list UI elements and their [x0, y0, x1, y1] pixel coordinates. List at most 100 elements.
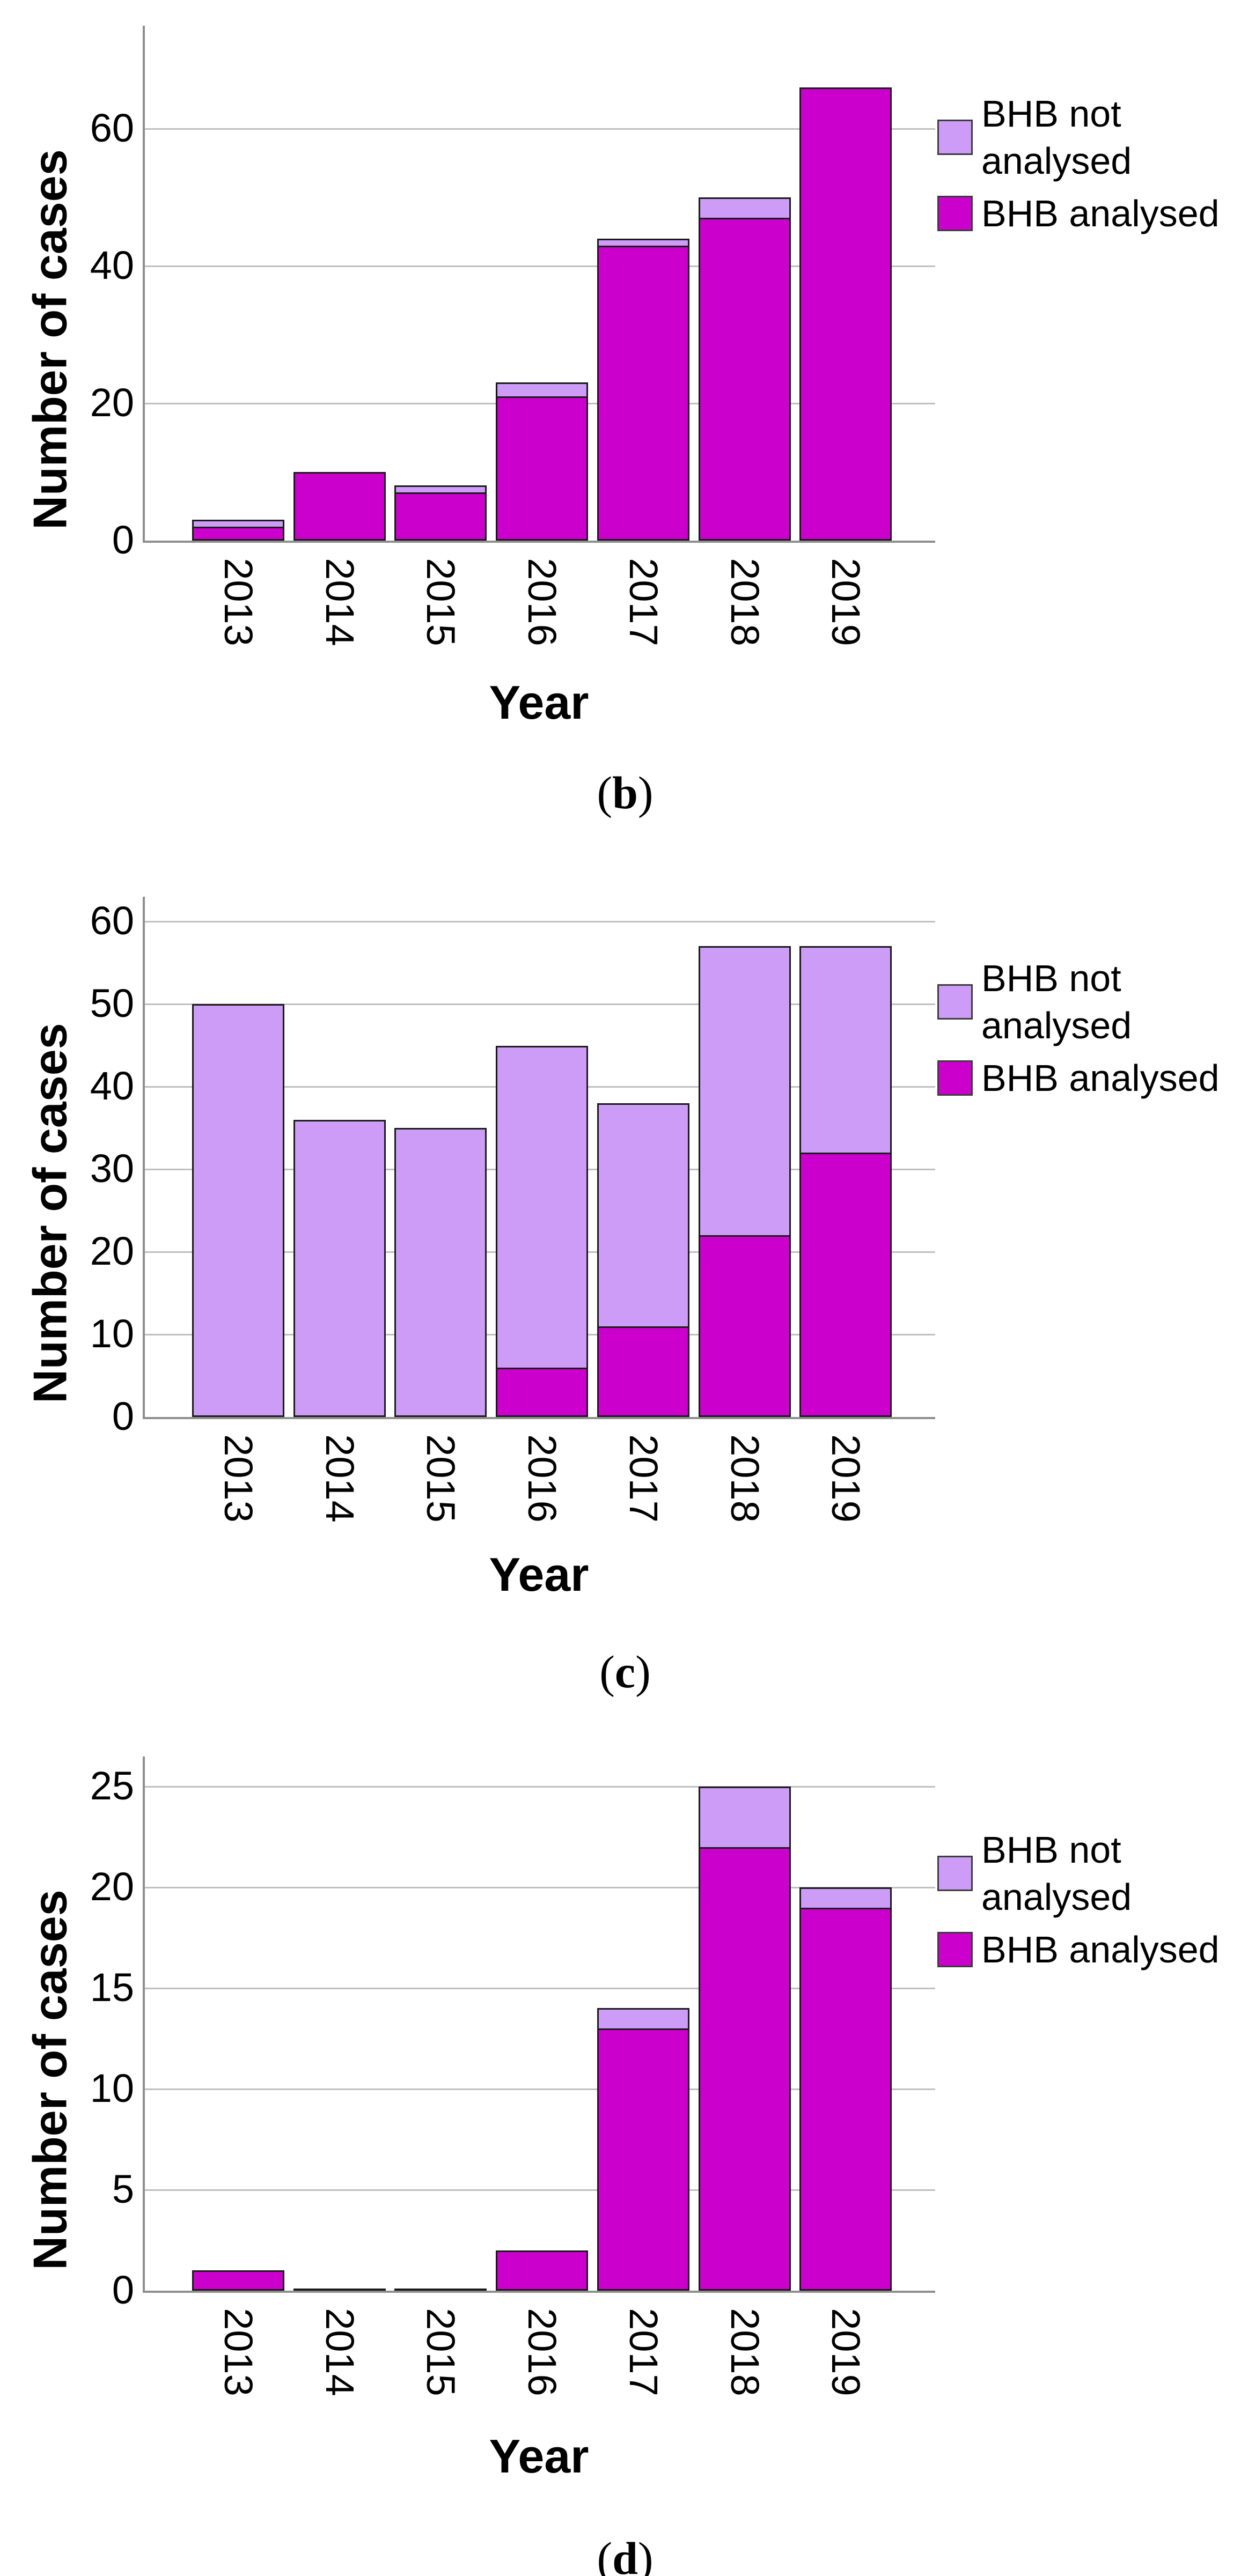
x-tick-label-b-2015: 2015	[390, 548, 491, 655]
x-tick-text: 2016	[519, 557, 564, 646]
x-axis-line-b	[143, 541, 935, 543]
x-tick-text: 2018	[722, 557, 767, 646]
x-tick-text: 2017	[621, 557, 666, 646]
x-axis-line-d	[143, 2291, 935, 2293]
legend-d: BHB not analysed BHB analysed	[937, 1826, 1248, 1979]
gridline-b-40	[143, 265, 935, 267]
legend-swatch-analysed	[937, 1932, 973, 1967]
legend-item-not-analysed: BHB not analysed	[937, 90, 1248, 184]
y-tick-label-b-60: 60	[90, 106, 134, 150]
y-tick-label-d-0: 0	[112, 2268, 134, 2312]
y-axis-title-text: Number of cases	[24, 149, 77, 530]
bar-c-2015-not-analysed	[394, 1128, 487, 1417]
x-tick-text: 2015	[418, 2307, 463, 2396]
bar-c-2018-not-analysed	[699, 946, 791, 1235]
bar-d-2015-zero	[394, 2289, 487, 2291]
y-tick-label-c-30: 30	[90, 1146, 134, 1191]
x-tick-label-b-2019: 2019	[795, 548, 897, 655]
bar-b-2016-analysed	[496, 396, 588, 541]
x-tick-label-b-2016: 2016	[491, 548, 593, 655]
y-tick-label-c-0: 0	[112, 1394, 134, 1438]
x-tick-label-d-2017: 2017	[592, 2298, 694, 2405]
x-tick-label-d-2014: 2014	[289, 2298, 391, 2405]
x-tick-label-c-2017: 2017	[592, 1424, 694, 1532]
bar-c-2019-analysed	[799, 1153, 892, 1417]
x-tick-label-d-2015: 2015	[390, 2298, 491, 2405]
x-tick-text: 2019	[823, 2307, 868, 2396]
y-tick-label-c-50: 50	[90, 981, 134, 1025]
y-tick-label-b-0: 0	[112, 518, 134, 562]
x-tick-text: 2018	[722, 1434, 767, 1523]
x-tick-label-c-2015: 2015	[390, 1424, 491, 1532]
y-axis-title-text: Number of cases	[24, 1023, 77, 1404]
gridline-d-15	[143, 1988, 935, 1989]
legend-label: BHB not analysed	[981, 93, 1132, 182]
bar-d-2013-analysed	[192, 2270, 284, 2291]
gridline-d-5	[143, 2189, 935, 2191]
legend-item-not-analysed: BHB not analysed	[937, 1826, 1248, 1921]
y-axis-line-c	[143, 897, 145, 1419]
legend-b: BHB not analysed BHB analysed	[937, 90, 1248, 242]
legend-label: BHB analysed	[981, 193, 1220, 234]
gridline-d-25	[143, 1786, 935, 1788]
x-tick-label-d-2018: 2018	[694, 2298, 796, 2405]
x-tick-label-c-2019: 2019	[795, 1424, 897, 1532]
x-tick-text: 2015	[418, 1434, 463, 1523]
bar-d-2019-not-analysed	[799, 1887, 892, 1908]
x-tick-text: 2016	[519, 1434, 564, 1523]
x-tick-text: 2014	[317, 557, 362, 646]
bar-b-2014-analysed	[293, 472, 386, 541]
legend-swatch-analysed	[937, 196, 973, 231]
bar-c-2014-not-analysed	[293, 1120, 386, 1417]
legend-swatch-not-analysed	[937, 984, 973, 1020]
gridline-c-60	[143, 921, 935, 922]
caption-text: )	[637, 767, 654, 818]
y-tick-label-b-20: 20	[90, 380, 134, 425]
legend-item-analysed: BHB analysed	[937, 190, 1248, 237]
x-axis-title-c: Year	[489, 1548, 589, 1601]
caption-text: b	[612, 767, 638, 818]
caption-text: )	[635, 1646, 651, 1697]
legend-item-not-analysed: BHB not analysed	[937, 955, 1248, 1049]
x-tick-label-d-2019: 2019	[795, 2298, 897, 2405]
gridline-b-60	[143, 128, 935, 130]
legend-label: BHB not analysed	[981, 1829, 1132, 1918]
bar-b-2015-analysed	[394, 492, 487, 541]
caption-b: (b)	[464, 763, 786, 823]
y-tick-label-c-20: 20	[90, 1229, 134, 1273]
caption-text: (	[599, 1646, 615, 1697]
x-tick-text: 2016	[519, 2307, 564, 2396]
y-axis-title-d: Number of cases	[0, 1839, 292, 2321]
caption-c: (c)	[464, 1642, 786, 1702]
y-axis-title-c: Number of cases	[0, 972, 292, 1455]
x-tick-label-b-2018: 2018	[694, 548, 796, 655]
legend-label: BHB analysed	[981, 1929, 1220, 1970]
bar-d-2018-not-analysed	[699, 1787, 791, 1847]
x-tick-label-b-2014: 2014	[289, 548, 391, 655]
y-tick-label-d-5: 5	[112, 2167, 134, 2211]
x-tick-text: 2017	[621, 1434, 666, 1523]
y-tick-label-c-40: 40	[90, 1064, 134, 1108]
caption-text: )	[637, 2533, 654, 2576]
bar-c-2013-not-analysed	[192, 1004, 284, 1417]
gridline-d-20	[143, 1887, 935, 1888]
caption-text: (	[597, 767, 613, 818]
x-tick-label-c-2014: 2014	[289, 1424, 391, 1532]
gridline-d-10	[143, 2088, 935, 2090]
bar-c-2018-analysed	[699, 1235, 791, 1417]
y-tick-label-b-40: 40	[90, 243, 134, 287]
legend-label: BHB not analysed	[981, 957, 1132, 1046]
bar-b-2015-not-analysed	[394, 485, 487, 492]
legend-swatch-analysed	[937, 1060, 973, 1096]
bar-d-2019-analysed	[799, 1908, 892, 2291]
caption-d: (d)	[464, 2528, 786, 2576]
x-tick-label-d-2016: 2016	[491, 2298, 593, 2405]
x-axis-title-d: Year	[489, 2430, 589, 2483]
x-tick-label-b-2017: 2017	[592, 548, 694, 655]
bar-c-2017-not-analysed	[597, 1103, 689, 1326]
y-tick-label-c-60: 60	[90, 898, 134, 943]
x-tick-text: 2015	[418, 557, 463, 646]
bar-c-2016-not-analysed	[496, 1046, 588, 1368]
x-tick-label-c-2018: 2018	[694, 1424, 796, 1532]
